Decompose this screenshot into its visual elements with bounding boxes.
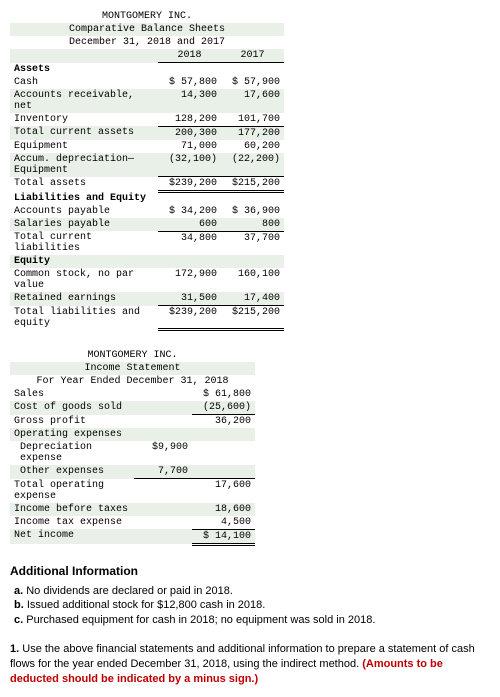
is-row-sub xyxy=(134,479,192,503)
bs-row-value: 31,500 xyxy=(158,292,221,306)
bs-row-value: 101,700 xyxy=(221,113,284,127)
bs-row-value: $239,200 xyxy=(158,177,221,192)
income-statement-table: MONTGOMERY INC. Income Statement For Yea… xyxy=(10,349,255,546)
bs-row-label: Common stock, no par value xyxy=(10,268,158,292)
info-item-text: Purchased equipment for cash in 2018; no… xyxy=(26,614,375,626)
info-item-key: c. xyxy=(14,614,26,626)
question-text: 1. Use the above financial statements an… xyxy=(10,642,490,687)
bs-row-value: $ 36,900 xyxy=(221,205,284,218)
is-row-label: Other expenses xyxy=(10,465,134,479)
is-row-label: Depreciation expense xyxy=(10,441,134,465)
is-row-sub xyxy=(134,516,192,530)
info-item: c. Purchased equipment for cash in 2018;… xyxy=(14,613,490,628)
is-row-label: Income tax expense xyxy=(10,516,134,530)
bs-row-value: 37,700 xyxy=(221,231,284,255)
bs-section-header: Liabilities and Equity xyxy=(10,192,158,205)
is-row-sub xyxy=(134,401,192,415)
info-item-text: Issued additional stock for $12,800 cash… xyxy=(27,599,266,611)
is-row-sub xyxy=(134,529,192,544)
is-row-value xyxy=(192,428,255,441)
bs-row-value: 17,400 xyxy=(221,292,284,306)
bs-row-value: 34,800 xyxy=(158,231,221,255)
bs-row-label: Total liabilities and equity xyxy=(10,306,158,330)
bs-row-value: 17,600 xyxy=(221,89,284,113)
bs-row-label: Equipment xyxy=(10,140,158,153)
is-row-value: $ 14,100 xyxy=(192,529,255,544)
bs-section-header: Assets xyxy=(10,63,158,76)
is-row-sub xyxy=(134,428,192,441)
info-item-text: No dividends are declared or paid in 201… xyxy=(26,585,233,597)
bs-row-value: (22,200) xyxy=(221,153,284,177)
is-row-label: Sales xyxy=(10,388,134,401)
bs-row-value: 800 xyxy=(221,218,284,232)
balance-sheet-table: MONTGOMERY INC. Comparative Balance Shee… xyxy=(10,10,284,331)
bs-row-value: $ 57,800 xyxy=(158,76,221,89)
is-row-label: Total operating expense xyxy=(10,479,134,503)
bs-row-value: 177,200 xyxy=(221,126,284,140)
additional-info-list: a. No dividends are declared or paid in … xyxy=(10,584,490,629)
is-date: For Year Ended December 31, 2018 xyxy=(10,375,255,388)
bs-row-value: $215,200 xyxy=(221,177,284,192)
bs-row-label: Total assets xyxy=(10,177,158,192)
bs-row-value: 160,100 xyxy=(221,268,284,292)
bs-year-2018: 2018 xyxy=(158,49,221,63)
bs-row-label: Accum. depreciation—Equipment xyxy=(10,153,158,177)
is-row-label: Gross profit xyxy=(10,415,134,429)
bs-row-value: 128,200 xyxy=(158,113,221,127)
bs-row-value: 600 xyxy=(158,218,221,232)
bs-row-label: Total current assets xyxy=(10,126,158,140)
bs-row-value: 14,300 xyxy=(158,89,221,113)
is-row-value: 36,200 xyxy=(192,415,255,429)
bs-row-value: (32,100) xyxy=(158,153,221,177)
bs-row-label: Total current liabilities xyxy=(10,231,158,255)
is-row-sub xyxy=(134,503,192,516)
additional-info-heading: Additional Information xyxy=(10,564,490,578)
bs-row-label: Retained earnings xyxy=(10,292,158,306)
bs-row-label: Accounts receivable, net xyxy=(10,89,158,113)
is-company: MONTGOMERY INC. xyxy=(10,349,255,362)
bs-row-value: 172,900 xyxy=(158,268,221,292)
info-item: b. Issued additional stock for $12,800 c… xyxy=(14,598,490,613)
question-number: 1. xyxy=(10,643,19,655)
bs-row-value: $215,200 xyxy=(221,306,284,330)
info-item: a. No dividends are declared or paid in … xyxy=(14,584,490,599)
bs-row-value: $ 57,900 xyxy=(221,76,284,89)
bs-date: December 31, 2018 and 2017 xyxy=(10,36,284,49)
bs-row-value: 60,200 xyxy=(221,140,284,153)
bs-row-label: Inventory xyxy=(10,113,158,127)
info-item-key: a. xyxy=(14,585,26,597)
bs-company: MONTGOMERY INC. xyxy=(10,10,284,23)
bs-row-label: Cash xyxy=(10,76,158,89)
is-row-sub: $9,900 xyxy=(134,441,192,465)
is-row-label: Net income xyxy=(10,529,134,544)
bs-row-label: Accounts payable xyxy=(10,205,158,218)
is-row-value: $ 61,800 xyxy=(192,388,255,401)
is-row-sub xyxy=(134,388,192,401)
info-item-key: b. xyxy=(14,599,27,611)
bs-row-value: $ 34,200 xyxy=(158,205,221,218)
is-row-label: Income before taxes xyxy=(10,503,134,516)
bs-year-2017: 2017 xyxy=(221,49,284,63)
bs-section-header: Equity xyxy=(10,255,158,268)
bs-row-value: 71,000 xyxy=(158,140,221,153)
bs-title: Comparative Balance Sheets xyxy=(10,23,284,36)
is-row-label: Cost of goods sold xyxy=(10,401,134,415)
bs-row-value: 200,300 xyxy=(158,126,221,140)
is-row-sub: 7,700 xyxy=(134,465,192,479)
is-row-value: 4,500 xyxy=(192,516,255,530)
bs-row-label: Salaries payable xyxy=(10,218,158,232)
is-row-value: 18,600 xyxy=(192,503,255,516)
is-row-sub xyxy=(134,415,192,429)
is-title: Income Statement xyxy=(10,362,255,375)
is-row-value: (25,600) xyxy=(192,401,255,415)
is-row-value: 17,600 xyxy=(192,479,255,503)
is-row-value xyxy=(192,441,255,465)
bs-row-value: $239,200 xyxy=(158,306,221,330)
is-row-value xyxy=(192,465,255,479)
is-row-label: Operating expenses xyxy=(10,428,134,441)
